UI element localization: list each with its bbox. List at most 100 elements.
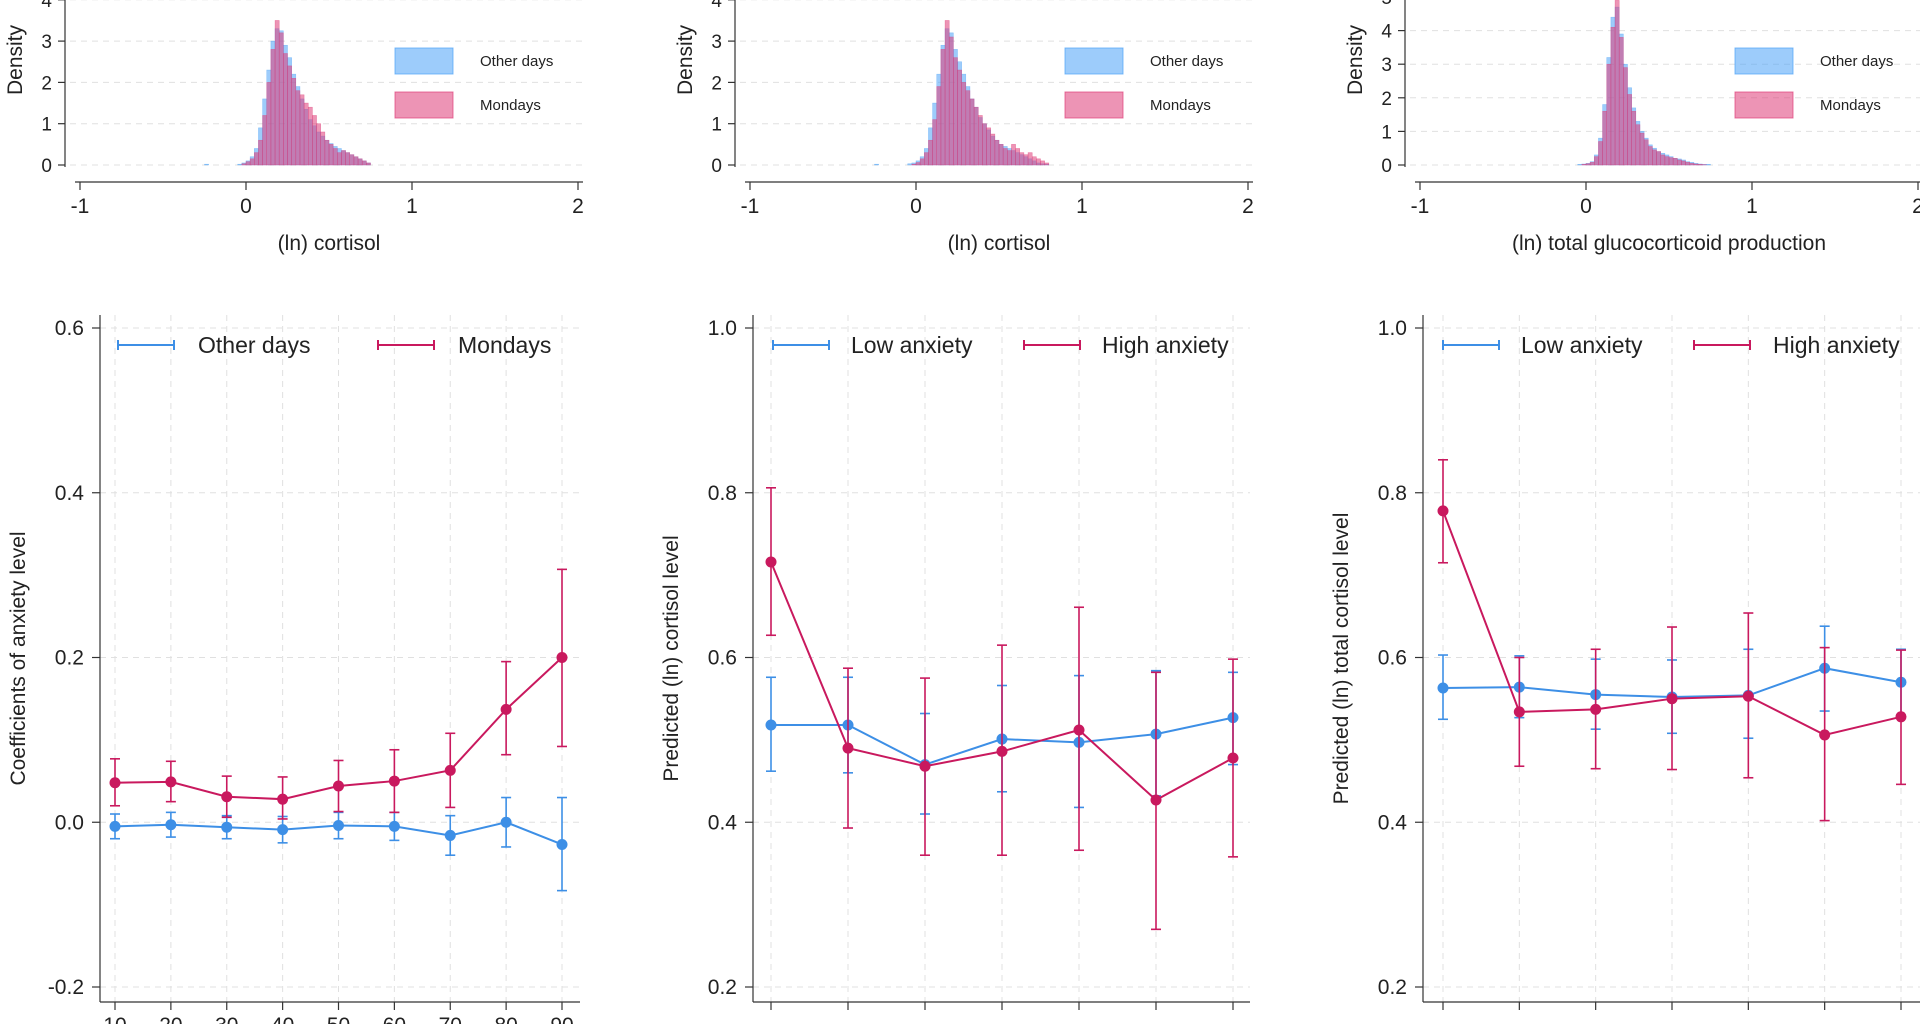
histogram-bar-mondays [345,152,351,166]
histogram-bar-mondays [998,144,1004,166]
histogram-bar-mondays [1660,154,1666,166]
histogram-bar-mondays [312,115,317,166]
data-point [765,556,777,568]
histogram-bar-mondays [353,156,359,166]
histogram-bar-mondays [994,139,1000,166]
histogram-bar-mondays [1664,156,1670,166]
data-point [1437,682,1449,694]
series-high-anxiety [1437,458,1907,822]
histogram-bar-mondays [940,49,946,166]
histogram-bar-mondays [932,119,937,166]
y-axis-label: Predicted (ln) cortisol level [660,535,683,781]
legend-label: Mondays [1820,97,1881,114]
data-point [1437,505,1449,517]
histogram-bar-mondays [324,139,330,166]
histogram-bar-mondays [1040,160,1045,166]
histogram-bar-other-days [1706,164,1711,166]
y-axis-label: Density [1344,24,1367,95]
x-tick-label: 2 [572,195,584,218]
x-tick-label: 1 [1746,195,1758,218]
legend-label: High anxiety [1773,332,1900,358]
data-point [333,780,344,792]
x-tick-label: 20 [159,1014,182,1024]
x-tick-label: 90 [550,1014,573,1024]
histogram-bar-mondays [973,106,979,166]
y-tick-label: 4 [711,0,722,12]
y-tick-label: 0.6 [1378,647,1407,670]
histogram-bar-mondays [928,139,933,166]
histogram-bar-mondays [1668,157,1674,166]
histogram-bar-mondays [1614,0,1620,166]
histogram-bar-mondays [924,152,929,166]
histogram-bar-mondays [957,69,962,166]
histogram-bar-mondays [316,123,321,166]
histogram-bar-mondays [357,158,363,166]
histogram-bar-mondays [287,65,292,166]
histogram-bar-mondays [915,162,921,166]
histogram-bar-mondays [278,32,284,166]
y-tick-label: 0.4 [1378,811,1408,834]
histogram-bar-mondays [254,152,259,166]
histogram-bar-mondays [986,127,991,166]
histogram-bar-mondays [953,57,958,166]
x-axis-label: (ln) total glucocorticoid production [1512,232,1826,255]
y-tick-label: 0.2 [1378,976,1407,999]
x-tick-label: 30 [215,1014,238,1024]
histogram-bar-mondays [266,82,272,166]
legend-swatch [1064,47,1124,75]
histogram-bar-other-days [874,163,879,166]
histogram-panel-1: 0 1 2 3 4 -1 0 1 2 (ln) cortisol Density Other days… [4,0,584,255]
y-tick-label: 4 [1381,22,1392,43]
x-tick-label: 0 [910,195,922,218]
y-tick-label: -0.2 [48,976,84,999]
histogram-bar-mondays [258,139,263,166]
histogram-bar-mondays [1635,124,1641,166]
histogram-bar-mondays [361,160,367,166]
histogram-panel-3: 0 1 2 3 4 5 -1 0 1 2 (ln) total glucocorticoid pro… [1344,0,1920,255]
legend-label: Mondays [480,97,541,114]
data-point [1666,693,1678,705]
histogram-bar-mondays [1585,163,1591,166]
histogram-bar-mondays [1643,139,1649,166]
x-tick-label: 70 [439,1014,462,1024]
data-point [1073,724,1085,736]
x-axis-label: (ln) cortisol [278,232,381,255]
x-tick-label: 1 [1076,195,1088,218]
histogram-bar-mondays [1002,148,1008,166]
legend-label: Other days [198,332,311,358]
data-point [221,791,233,803]
data-point [500,703,512,715]
y-tick-label: 0 [41,156,52,177]
x-axis-label: (ln) cortisol [948,232,1051,255]
data-point [277,793,289,805]
data-point [1742,690,1754,702]
x-tick-label: -1 [71,195,90,218]
legend-label: Mondays [1150,97,1211,114]
legend-label: Low anxiety [1521,332,1643,358]
y-tick-label: 4 [41,0,52,12]
histogram-bar-mondays [965,90,971,166]
histogram-bar-mondays [332,148,338,166]
histogram-bar-mondays [291,78,297,166]
histogram-bar-mondays [270,49,276,166]
y-tick-label: 0.4 [708,811,738,834]
histogram-bar-mondays [1594,156,1599,166]
histogram-bar-mondays [1697,164,1703,166]
histogram-bar-mondays [1011,144,1016,166]
y-tick-label: 3 [1381,55,1392,76]
histogram-bar-mondays [1627,94,1632,166]
histogram-bar-mondays [328,144,334,166]
y-tick-label: 1 [41,115,52,136]
data-point [1895,711,1907,723]
histogram-bar-mondays [274,20,280,166]
y-axis-label: Density [674,24,697,95]
histogram-bar-mondays [1036,158,1041,166]
y-tick-label: 1.0 [708,317,737,340]
histogram-bar-mondays [283,53,288,166]
data-point [388,820,400,832]
histogram-bar-mondays [936,86,942,166]
histogram-bar-mondays [944,20,950,166]
data-point [388,775,400,787]
histogram-bar-other-days [237,163,243,166]
